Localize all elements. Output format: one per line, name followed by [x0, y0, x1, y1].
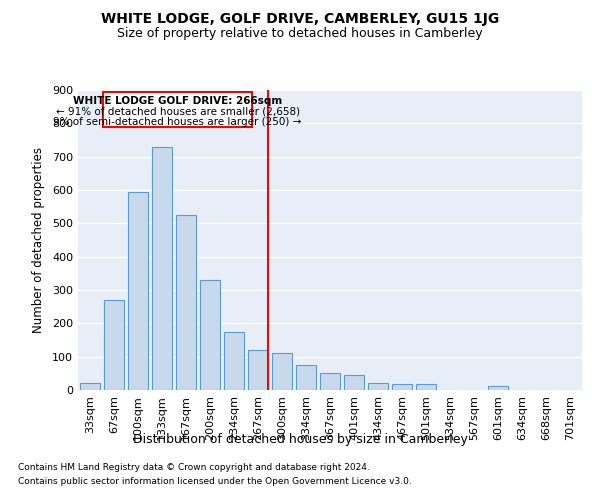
Bar [272, 354, 292, 390]
Bar [152, 146, 172, 390]
Bar [296, 365, 316, 390]
Bar [103, 92, 252, 126]
Bar [368, 384, 388, 390]
Bar [224, 332, 244, 390]
Bar [416, 384, 436, 390]
Text: Contains public sector information licensed under the Open Government Licence v3: Contains public sector information licen… [18, 477, 412, 486]
Bar [344, 375, 364, 390]
Text: Contains HM Land Registry data © Crown copyright and database right 2024.: Contains HM Land Registry data © Crown c… [18, 464, 370, 472]
Bar [80, 382, 100, 390]
Text: ← 91% of detached houses are smaller (2,658): ← 91% of detached houses are smaller (2,… [56, 106, 299, 117]
Bar [248, 350, 268, 390]
Text: Distribution of detached houses by size in Camberley: Distribution of detached houses by size … [133, 432, 467, 446]
Text: WHITE LODGE GOLF DRIVE: 266sqm: WHITE LODGE GOLF DRIVE: 266sqm [73, 96, 282, 106]
Bar [128, 192, 148, 390]
Text: WHITE LODGE, GOLF DRIVE, CAMBERLEY, GU15 1JG: WHITE LODGE, GOLF DRIVE, CAMBERLEY, GU15… [101, 12, 499, 26]
Bar [392, 384, 412, 390]
Bar [488, 386, 508, 390]
Text: 9% of semi-detached houses are larger (250) →: 9% of semi-detached houses are larger (2… [53, 117, 302, 127]
Bar [176, 215, 196, 390]
Text: Size of property relative to detached houses in Camberley: Size of property relative to detached ho… [117, 28, 483, 40]
Bar [200, 280, 220, 390]
Bar [104, 300, 124, 390]
Y-axis label: Number of detached properties: Number of detached properties [32, 147, 45, 333]
Bar [320, 374, 340, 390]
